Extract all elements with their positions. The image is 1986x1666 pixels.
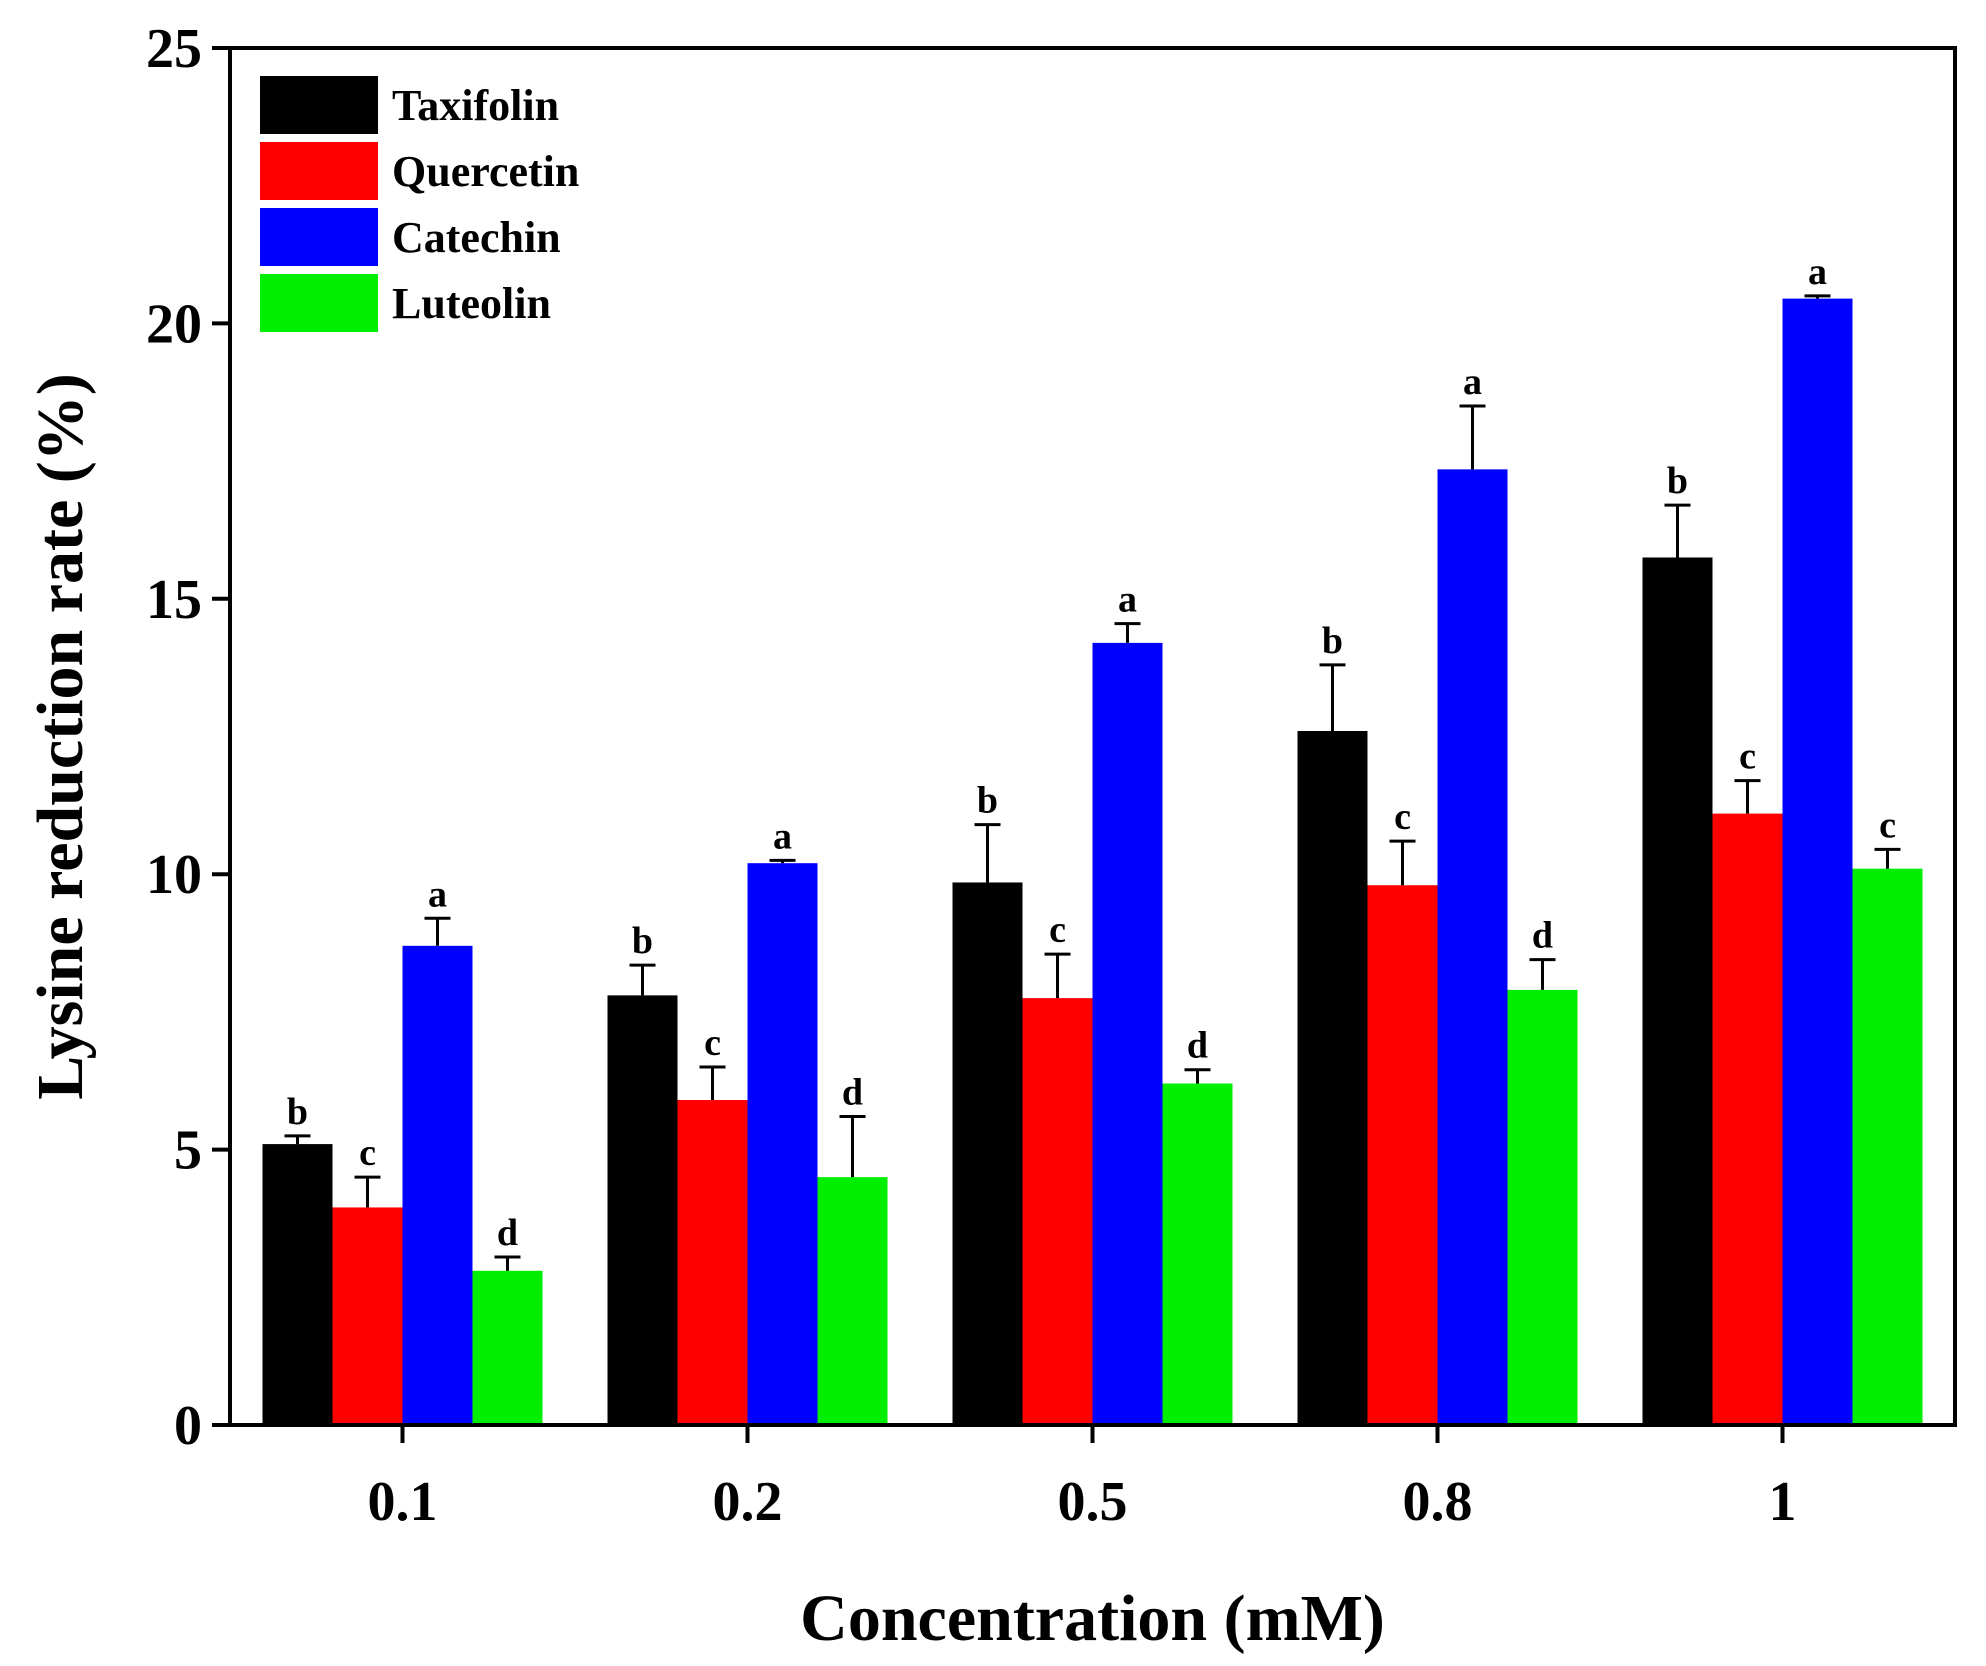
bar-catechin-0.5	[1092, 642, 1163, 1425]
significance-label: c	[359, 1132, 376, 1174]
bar-catechin-1	[1782, 298, 1853, 1425]
bar-quercetin-0.8	[1367, 885, 1438, 1425]
significance-label: d	[1187, 1025, 1208, 1067]
significance-label: a	[428, 873, 447, 915]
significance-label: a	[1808, 251, 1827, 293]
legend-swatch-catechin	[260, 208, 378, 266]
legend-label-catechin: Catechin	[392, 213, 561, 262]
x-tick-label: 0.5	[1058, 1471, 1128, 1533]
significance-label: c	[1394, 796, 1411, 838]
x-tick-label: 1	[1769, 1471, 1797, 1533]
legend-label-taxifolin: Taxifolin	[392, 81, 559, 130]
legend-label-quercetin: Quercetin	[392, 147, 579, 196]
y-tick-label: 5	[174, 1120, 202, 1182]
legend-swatch-luteolin	[260, 274, 378, 332]
legend: Taxifolin Quercetin Catechin Luteolin	[260, 76, 579, 332]
significance-label: b	[287, 1091, 308, 1133]
significance-label: d	[497, 1212, 518, 1254]
bar-taxifolin-1	[1642, 557, 1713, 1425]
y-tick-label: 10	[146, 844, 202, 906]
x-axis-title: Concentration (mM)	[800, 1582, 1385, 1655]
y-tick-label: 15	[146, 569, 202, 631]
significance-label: b	[977, 780, 998, 822]
bar-quercetin-1	[1712, 813, 1783, 1425]
x-axis: 0.1 0.2 0.5 0.8 1	[368, 1425, 1797, 1533]
x-tick-label: 0.1	[368, 1471, 438, 1533]
significance-label: a	[1463, 361, 1482, 403]
bar-catechin-0.2	[747, 863, 818, 1425]
bar-catechin-0.8	[1437, 469, 1508, 1425]
bar-quercetin-0.1	[332, 1207, 403, 1425]
significance-label: d	[842, 1072, 863, 1114]
significance-label: b	[1322, 620, 1343, 662]
x-tick-label: 0.8	[1403, 1471, 1473, 1533]
legend-label-luteolin: Luteolin	[392, 279, 551, 328]
bar-quercetin-0.5	[1022, 998, 1093, 1425]
significance-label: b	[1667, 460, 1688, 502]
bar-luteolin-0.8	[1507, 989, 1578, 1425]
y-tick-label: 20	[146, 293, 202, 355]
bar-taxifolin-0.8	[1297, 730, 1368, 1425]
bar-luteolin-0.2	[817, 1177, 888, 1425]
bar-quercetin-0.2	[677, 1100, 748, 1425]
bar-taxifolin-0.5	[952, 882, 1023, 1425]
y-axis: 0 5 10 15 20 25	[146, 18, 230, 1457]
bar-luteolin-0.5	[1162, 1083, 1233, 1425]
significance-labels-layer: b c a d b c a d b c a d b c a d b c a c	[287, 251, 1896, 1254]
bar-luteolin-1	[1852, 868, 1923, 1425]
bar-taxifolin-0.2	[607, 995, 678, 1425]
bar-taxifolin-0.1	[262, 1144, 333, 1425]
y-tick-label: 0	[174, 1395, 202, 1457]
significance-label: c	[1049, 909, 1066, 951]
significance-label: c	[1739, 736, 1756, 778]
significance-label: b	[632, 920, 653, 962]
bar-luteolin-0.1	[472, 1270, 543, 1425]
significance-label: a	[773, 815, 792, 857]
x-tick-label: 0.2	[713, 1471, 783, 1533]
significance-label: c	[704, 1022, 721, 1064]
legend-swatch-taxifolin	[260, 76, 378, 134]
error-bars-layer	[284, 294, 1901, 1271]
bars-layer	[262, 298, 1923, 1425]
significance-label: a	[1118, 579, 1137, 621]
bar-catechin-0.1	[402, 945, 473, 1425]
y-tick-label: 25	[146, 18, 202, 80]
legend-swatch-quercetin	[260, 142, 378, 200]
y-axis-title: Lysine reduction rate (%)	[24, 373, 97, 1100]
significance-label: d	[1532, 915, 1553, 957]
significance-label: c	[1879, 804, 1896, 846]
